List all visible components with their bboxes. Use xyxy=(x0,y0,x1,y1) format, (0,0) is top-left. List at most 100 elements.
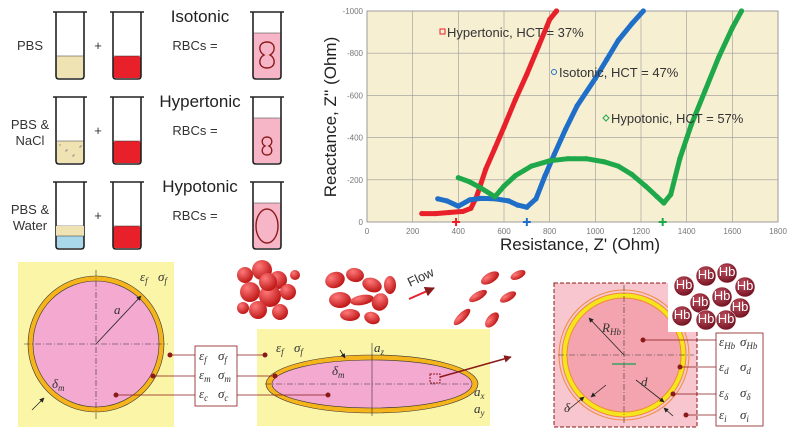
epsilon-param: εm xyxy=(199,367,211,384)
hb-label: Hb xyxy=(698,311,715,326)
hb-label: Hb xyxy=(674,307,691,322)
symbol: δ xyxy=(52,376,59,391)
rbc-sphere xyxy=(240,282,260,302)
tonicity-title: Hypotonic xyxy=(162,177,238,196)
symbol: a xyxy=(374,340,381,355)
rbc-tube xyxy=(110,181,144,250)
legend-label: Hypertonic, HCT = 37% xyxy=(447,25,584,40)
data-point xyxy=(515,202,521,208)
data-point xyxy=(677,156,683,162)
x-intercept-marker xyxy=(658,218,667,226)
epsilon-param: εi xyxy=(719,407,727,424)
symbol: R xyxy=(601,320,610,335)
data-point xyxy=(468,205,474,211)
data-point xyxy=(640,8,646,14)
tonicity-title: Hypertonic xyxy=(159,92,241,111)
data-point xyxy=(435,196,441,202)
y-axis-ticks: -1000 -800 -600 -400 -200 0 xyxy=(343,7,364,227)
data-point xyxy=(661,200,667,206)
sigma-param: σc xyxy=(218,386,228,403)
symbol: a xyxy=(474,401,481,416)
hb-parameter-box xyxy=(715,332,764,427)
data-point xyxy=(533,196,539,202)
series-diamond: Hypotonic, HCT = 57% xyxy=(455,8,745,226)
epsilon-param: εf xyxy=(199,348,208,365)
data-point xyxy=(467,197,473,203)
subscript: i xyxy=(724,414,727,424)
hb-molecule xyxy=(734,276,756,298)
axis-ax: ax xyxy=(474,384,485,401)
data-point xyxy=(446,209,452,216)
symbol: σ xyxy=(740,359,747,374)
subscript: δ xyxy=(746,392,751,402)
hb-label: Hb xyxy=(692,294,709,309)
data-point xyxy=(524,204,530,210)
solution-label: Water xyxy=(13,218,48,233)
y-tick-label: -800 xyxy=(347,49,364,58)
symbol: σ xyxy=(218,386,225,401)
rbc-tube xyxy=(110,96,144,165)
data-point xyxy=(604,56,610,63)
x-axis-ticks: 0 200 400 600 800 1000 1200 1400 1600 1800 xyxy=(365,227,788,236)
x-tick-label: 400 xyxy=(452,227,466,236)
sigma-param: σHb xyxy=(740,334,758,351)
subscript: c xyxy=(224,393,228,403)
subscript: δ xyxy=(724,392,729,402)
y-axis-label: Reactance, Z'' (Ohm) xyxy=(321,37,340,197)
symbol: σ xyxy=(218,348,225,363)
y-tick-label: -1000 xyxy=(343,7,364,16)
data-point xyxy=(505,198,512,204)
data-point xyxy=(455,203,461,209)
y-tick-label: -400 xyxy=(347,134,364,143)
rbc-ellipsoid xyxy=(371,293,389,311)
subscript: c xyxy=(204,393,208,403)
data-point xyxy=(553,8,560,14)
epsilon-param: εc xyxy=(199,386,208,403)
subscript: f xyxy=(281,347,285,357)
data-point xyxy=(460,208,466,215)
subscript: d xyxy=(746,366,751,376)
epsilon-param: εδ xyxy=(719,385,729,402)
subscript: Hb xyxy=(745,341,757,351)
subscript: z xyxy=(380,347,385,357)
rbc-sphere xyxy=(237,302,249,314)
solution-label: PBS & xyxy=(11,117,50,132)
grid xyxy=(366,10,779,223)
data-point xyxy=(528,163,535,169)
rbc-ellipsoid xyxy=(350,294,374,306)
rbc-ellipsoid xyxy=(329,292,351,308)
symbol: σ xyxy=(740,385,747,400)
rbc-label: RBCs = xyxy=(172,208,217,223)
symbol: ε xyxy=(199,367,205,382)
symbol: δ xyxy=(332,363,339,378)
subscript: d xyxy=(724,366,729,376)
thickness-d: d xyxy=(641,374,648,389)
data-point xyxy=(565,156,571,162)
data-point xyxy=(583,156,589,162)
hb-label: Hb xyxy=(718,311,735,326)
legend-label: Hypotonic, HCT = 57% xyxy=(611,111,744,126)
rbc-tube xyxy=(110,11,144,80)
rbc-sphere xyxy=(280,284,296,300)
plus-sign: + xyxy=(94,123,102,138)
solution-tube xyxy=(53,181,87,250)
rbc-ellipsoid xyxy=(384,276,396,294)
hb-molecule xyxy=(695,265,717,287)
hb-molecule xyxy=(671,305,693,327)
data-point xyxy=(629,171,635,178)
data-point xyxy=(547,158,553,164)
data-point xyxy=(535,44,541,50)
thickness-delta: δ xyxy=(564,400,571,415)
data-point xyxy=(668,191,674,198)
epsilon-f: εf xyxy=(276,340,285,357)
solution-label: NaCl xyxy=(16,133,45,148)
rbc-label: RBCs = xyxy=(172,123,217,138)
data-point xyxy=(478,185,484,191)
subscript: m xyxy=(204,374,211,384)
y-tick-label: 0 xyxy=(359,218,364,227)
subscript: i xyxy=(746,414,749,424)
epsilon-param: εd xyxy=(719,359,729,376)
rbc-ellipsoid xyxy=(364,311,380,325)
data-point xyxy=(467,179,473,185)
